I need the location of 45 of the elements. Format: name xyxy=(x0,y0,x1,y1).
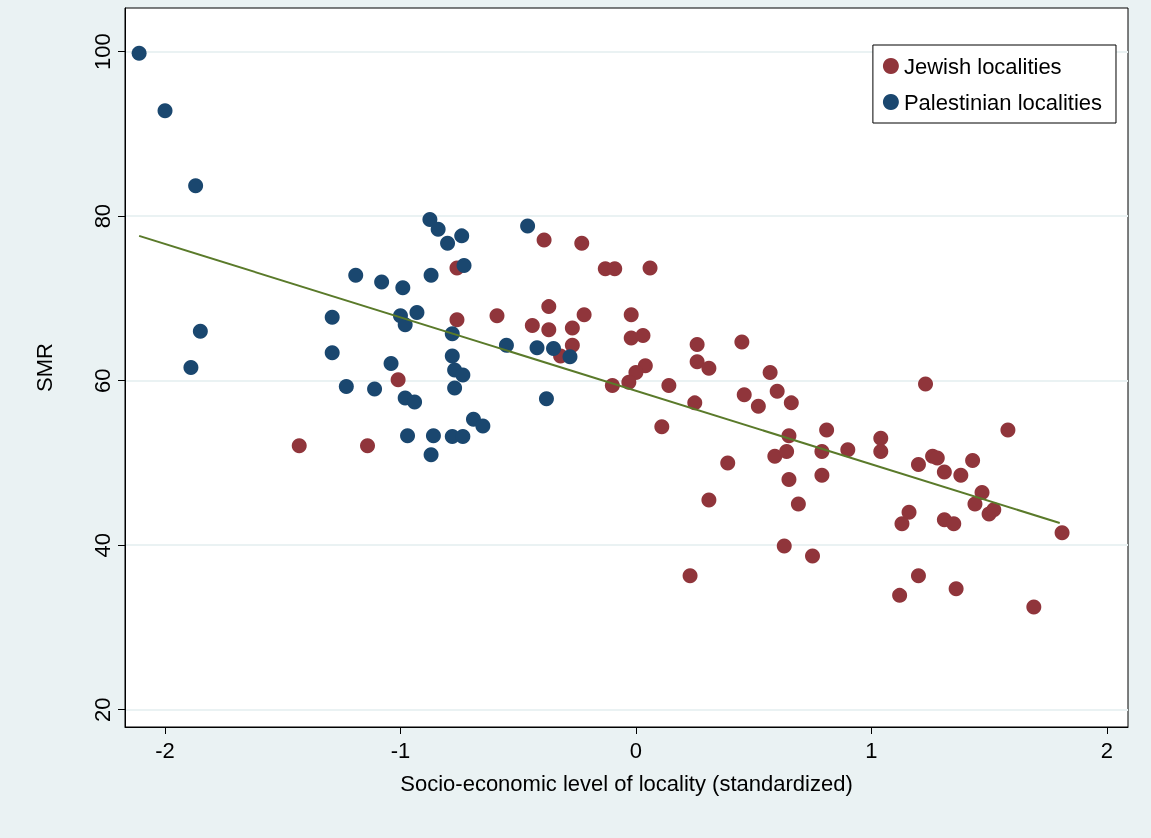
y-tick-label: 100 xyxy=(89,33,115,70)
point xyxy=(157,103,173,119)
point xyxy=(348,267,364,283)
x-tick-label: 1 xyxy=(865,737,878,763)
y-tick-label: 60 xyxy=(89,368,115,393)
point xyxy=(400,428,416,444)
y-axis-title: SMR xyxy=(31,343,57,392)
y-tick-label: 40 xyxy=(89,532,115,558)
point xyxy=(395,280,411,296)
point xyxy=(538,391,554,407)
point xyxy=(444,348,460,364)
point xyxy=(407,394,423,410)
point xyxy=(131,45,147,61)
point xyxy=(475,418,491,434)
point xyxy=(422,211,438,227)
point xyxy=(324,309,340,325)
point xyxy=(430,221,446,237)
point xyxy=(440,235,456,251)
point xyxy=(455,429,471,445)
point xyxy=(520,218,536,234)
point xyxy=(338,378,354,394)
x-tick-label: 0 xyxy=(629,737,643,763)
point xyxy=(529,340,545,356)
point xyxy=(192,323,208,339)
point xyxy=(409,304,425,320)
y-tick-label: 80 xyxy=(89,203,115,229)
point xyxy=(455,367,471,383)
point xyxy=(367,381,383,397)
point xyxy=(188,178,204,194)
point xyxy=(423,447,439,463)
point xyxy=(454,228,470,244)
point xyxy=(374,274,390,290)
x-tick-label: 2 xyxy=(1100,737,1113,763)
point xyxy=(447,380,463,396)
x-tick-label: -1 xyxy=(390,737,411,763)
point xyxy=(183,360,199,375)
y-tick-label: 20 xyxy=(89,697,115,722)
point xyxy=(425,428,441,444)
point xyxy=(423,267,439,283)
legend-label: Palestinian localities xyxy=(903,89,1102,115)
x-tick-label: -2 xyxy=(155,737,175,763)
point xyxy=(383,355,399,371)
point xyxy=(324,345,340,361)
legend-label: Jewish localities xyxy=(903,53,1062,79)
x-axis-title: Socio-economic level of locality (standardized) xyxy=(400,770,853,796)
